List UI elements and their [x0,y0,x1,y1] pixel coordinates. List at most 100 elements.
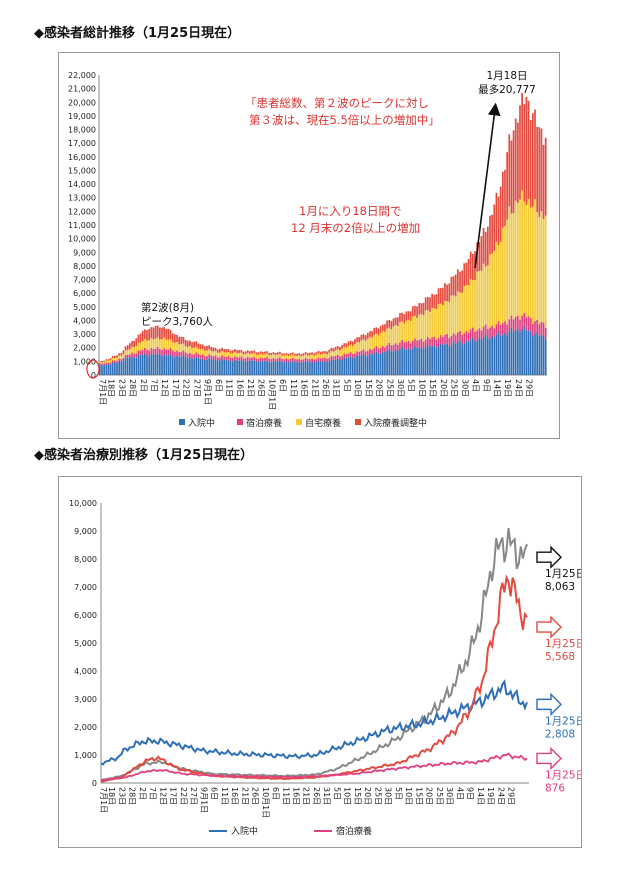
y-tick-label: 6,000 [74,611,97,620]
bar-segment [242,354,245,359]
bar-segment [319,358,322,362]
bar-segment [161,327,163,340]
bar-segment [126,354,129,358]
bar-segment [480,339,483,375]
bar-segment [214,359,217,375]
bar-segment [99,361,101,362]
bar-segment [122,358,125,361]
bar-segment [514,316,517,331]
bar-segment [159,348,161,355]
x-tick-label: 26日 [251,787,260,805]
x-tick-label: 11日 [289,379,298,397]
bar-segment [174,357,176,375]
bar-segment [319,354,322,359]
bar-segment [341,348,343,356]
bar-segment [369,353,371,375]
bar-segment [437,337,440,347]
bar-segment [499,186,502,242]
bar-segment [313,362,316,375]
bar-segment [536,126,538,213]
bar-segment [150,354,153,375]
bar-segment [313,353,316,356]
bar-segment [116,360,118,364]
bar-segment [542,335,545,375]
bar-segment [161,356,163,375]
bar-segment [465,262,468,286]
bar-segment [341,355,343,360]
bar-segment [178,352,181,357]
bar-segment [300,362,303,375]
bar-segment [540,211,543,322]
bar-segment [111,362,114,375]
bar-segment [339,356,341,361]
x-tick-label: 5日 [407,379,416,392]
x-tick-label: 21日 [310,379,319,397]
bar-segment [373,353,376,375]
bar-segment [240,356,243,361]
bar-segment [349,352,352,357]
bar-segment [195,352,198,357]
bar-segment [324,357,326,362]
bar-segment [144,339,146,348]
bar-segment [109,364,112,375]
bar-segment [146,340,148,350]
bar-segment [118,355,121,359]
bar-segment [225,360,228,375]
bar-segment [339,360,341,375]
bar-segment [206,356,208,360]
bar-segment [107,364,110,375]
bar-segment [478,271,481,329]
bar-segment [418,339,421,348]
bar-segment [356,337,358,343]
bar-segment [287,359,290,363]
bar-segment [534,199,536,322]
bar-segment [407,319,410,341]
bar-segment [264,351,266,355]
bar-segment [540,128,543,212]
bar-segment [504,332,506,375]
bar-segment [186,346,189,354]
bar-segment [289,353,292,356]
bar-segment [139,342,142,351]
bar-segment [422,341,425,350]
bar-segment [326,361,328,375]
bar-segment [197,358,200,375]
bar-segment [101,361,103,364]
bar-segment [407,311,410,320]
bar-segment [137,354,140,375]
x-tick-label: 16日 [291,787,300,805]
x-tick-label: 11日 [220,787,229,805]
bar-segment [174,342,176,352]
bar-segment [255,352,258,355]
bar-segment [354,343,356,354]
bar-segment [240,360,243,375]
y-tick-label: 19,000 [68,112,96,121]
bar-segment [424,339,427,348]
bar-segment [144,353,146,375]
bar-segment [341,359,343,375]
bar-segment [156,337,159,347]
bar-segment [154,348,157,355]
bar-segment [456,341,459,375]
y-tick-label: 1,000 [73,357,96,366]
bar-segment [276,358,279,362]
x-tick-label: 28日 [128,379,137,397]
bar-segment [251,357,253,361]
bar-segment [469,339,472,375]
bar-segment [171,350,174,356]
x-tick-label: 20日 [375,379,384,397]
bar-segment [148,356,151,375]
x-tick-label: 4日 [455,787,464,800]
bar-segment [131,356,133,375]
bar-segment [326,351,328,355]
bar-segment [328,361,331,375]
y-tick-label: 9,000 [74,527,97,536]
bar-segment [133,353,136,358]
bar-segment [238,357,241,361]
bar-segment [135,345,138,354]
y-tick-label: 22,000 [68,71,96,80]
bar-segment [519,105,521,200]
bar-segment [236,350,238,354]
bar-segment [176,355,178,375]
x-tick-label: 23日 [117,787,126,805]
